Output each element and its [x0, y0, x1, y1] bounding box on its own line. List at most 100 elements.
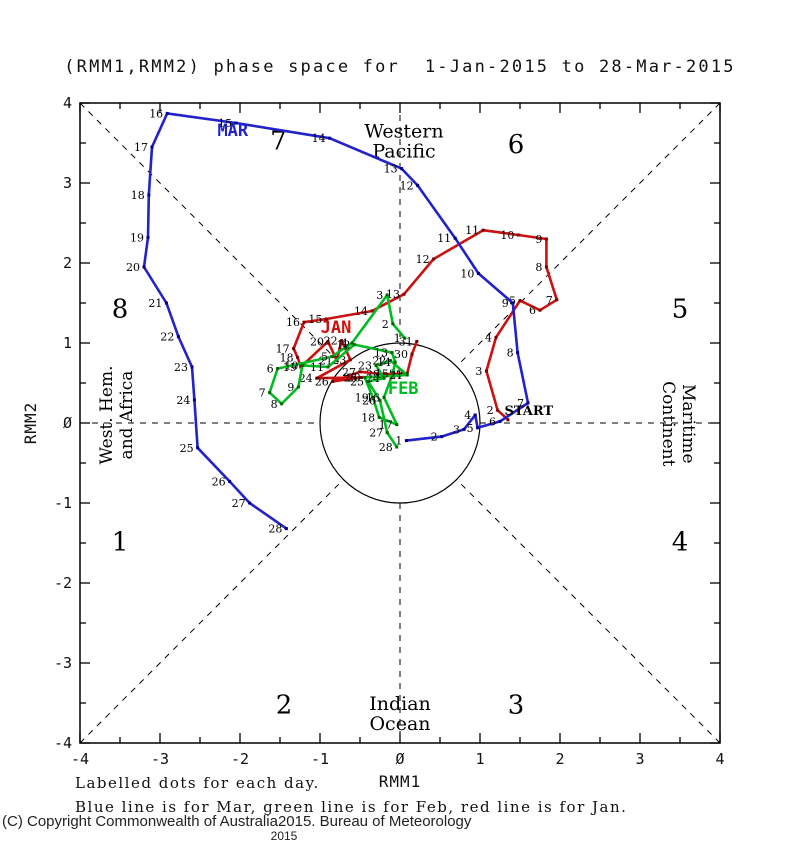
- day-dot-feb-7: [268, 391, 272, 395]
- day-dot-mar-17: [150, 145, 154, 149]
- day-dot-feb-19: [371, 395, 375, 399]
- quadrant-number-5: 5: [672, 295, 689, 325]
- day-dot-jan-22: [340, 339, 344, 343]
- day-dot-mar-26: [228, 479, 232, 483]
- day-dot-jan-2: [496, 408, 500, 412]
- day-label-mar-6: 6: [489, 415, 496, 428]
- day-dot-jan-28: [382, 372, 386, 376]
- day-label-mar-14: 14: [312, 132, 326, 145]
- day-label-feb-9: 9: [287, 381, 294, 394]
- day-label-mar-2: 2: [431, 431, 438, 444]
- day-label-feb-5: 5: [321, 351, 328, 364]
- day-dot-mar-6: [498, 419, 502, 423]
- chart-title: (RMM1,RMM2) phase space for 1-Jan-2015 t…: [64, 57, 736, 77]
- month-label-mar: MAR: [217, 121, 248, 141]
- day-dot-jan-30: [410, 352, 414, 356]
- day-label-feb-24: 24: [366, 372, 380, 385]
- day-dot-jan-12: [432, 257, 436, 261]
- day-dot-feb-8: [280, 402, 284, 406]
- day-dot-jan-18: [296, 355, 300, 359]
- day-label-jan-16: 16: [286, 316, 300, 329]
- quadrant-number-1: 1: [112, 527, 129, 557]
- day-label-feb-25: 25: [350, 375, 364, 388]
- day-dot-feb-15: [391, 371, 395, 375]
- day-label-feb-21: 21: [389, 369, 403, 382]
- day-dot-mar-4: [473, 413, 477, 417]
- quadrant-number-8: 8: [112, 295, 129, 325]
- day-dot-feb-27: [385, 431, 389, 435]
- day-dot-feb-16: [382, 395, 386, 399]
- day-dot-jan-10: [516, 233, 520, 237]
- y-tick-label: 4: [63, 94, 72, 112]
- day-label-mar-5: 5: [467, 422, 474, 435]
- unit-circle: [319, 342, 481, 504]
- day-label-mar-20: 20: [126, 261, 140, 274]
- day-label-mar-12: 12: [400, 179, 414, 192]
- day-dot-feb-9: [296, 385, 300, 389]
- day-dot-jan-13: [402, 292, 406, 296]
- day-label-mar-13: 13: [384, 163, 398, 176]
- y-tick-label: Ø: [63, 414, 72, 432]
- day-label-mar-16: 16: [149, 107, 163, 120]
- copyright-text: (C) Copyright Commonwealth of Australia2…: [2, 813, 472, 830]
- day-label-feb-7: 7: [259, 387, 266, 400]
- day-dot-jan-25: [360, 375, 364, 379]
- month-label-feb: FEB: [388, 379, 419, 399]
- day-label-jan-12: 12: [416, 253, 430, 266]
- day-label-mar-17: 17: [134, 141, 148, 154]
- day-label-jan-26: 26: [315, 375, 329, 388]
- day-dot-mar-20: [142, 265, 146, 269]
- day-label-jan-7: 7: [546, 294, 553, 307]
- day-label-mar-1: 1: [395, 435, 402, 448]
- day-dot-feb-11: [326, 365, 330, 369]
- day-label-jan-31: 31: [399, 335, 413, 348]
- day-label-mar-22: 22: [160, 331, 174, 344]
- day-label-mar-19: 19: [130, 231, 144, 244]
- day-label-mar-25: 25: [180, 442, 194, 455]
- day-label-feb-6: 6: [267, 363, 274, 376]
- day-label-feb-1: 1: [394, 332, 401, 345]
- x-tick-label: 1: [475, 750, 484, 768]
- day-dot-jan-8: [544, 265, 548, 269]
- day-label-feb-11: 11: [310, 361, 324, 374]
- quadrant-number-4: 4: [672, 527, 689, 557]
- day-label-mar-28: 28: [268, 523, 282, 536]
- day-dot-feb-25: [366, 379, 370, 383]
- day-label-jan-13: 13: [386, 288, 400, 301]
- day-dot-mar-3: [462, 427, 466, 431]
- day-dot-feb-1: [403, 336, 407, 340]
- day-label-jan-8: 8: [535, 261, 542, 274]
- y-tick-label: 1: [63, 334, 72, 352]
- day-dot-feb-23: [374, 363, 378, 367]
- x-tick-label: 2: [555, 750, 564, 768]
- day-dot-jan-26: [331, 379, 335, 383]
- day-dot-mar-28: [284, 527, 288, 531]
- day-label-feb-17: 17: [379, 419, 393, 432]
- day-dot-mar-5: [476, 426, 480, 430]
- day-label-mar-10: 10: [460, 267, 474, 280]
- day-label-feb-26: 26: [362, 395, 376, 408]
- day-dot-mar-12: [416, 183, 420, 187]
- day-label-feb-28: 28: [379, 441, 393, 454]
- day-dot-mar-22: [176, 335, 180, 339]
- day-dot-feb-17: [395, 423, 399, 427]
- region-label-west-hem-africa: West. Hem.and Africa: [97, 366, 137, 465]
- day-label-jan-24: 24: [299, 372, 313, 385]
- day-dot-jan-3: [484, 369, 488, 373]
- y-tick-label: -1: [54, 494, 72, 512]
- day-label-mar-27: 27: [232, 497, 246, 510]
- day-label-feb-20: 20: [347, 371, 361, 384]
- day-dot-mar-15: [234, 121, 238, 125]
- day-dot-jan-1: [506, 418, 510, 422]
- copyright-year: 2015: [270, 829, 298, 843]
- day-dot-mar-16: [165, 111, 169, 115]
- day-dot-jan-20: [326, 339, 330, 343]
- day-label-jan-17: 17: [276, 343, 290, 356]
- day-label-mar-4: 4: [464, 409, 471, 422]
- region-label-indian-ocean: Indian Ocean: [369, 693, 431, 735]
- day-label-feb-3: 3: [376, 289, 383, 302]
- quadrant-number-3: 3: [508, 691, 525, 721]
- day-dot-mar-27: [248, 501, 252, 505]
- month-label-jan: JAN: [321, 318, 352, 338]
